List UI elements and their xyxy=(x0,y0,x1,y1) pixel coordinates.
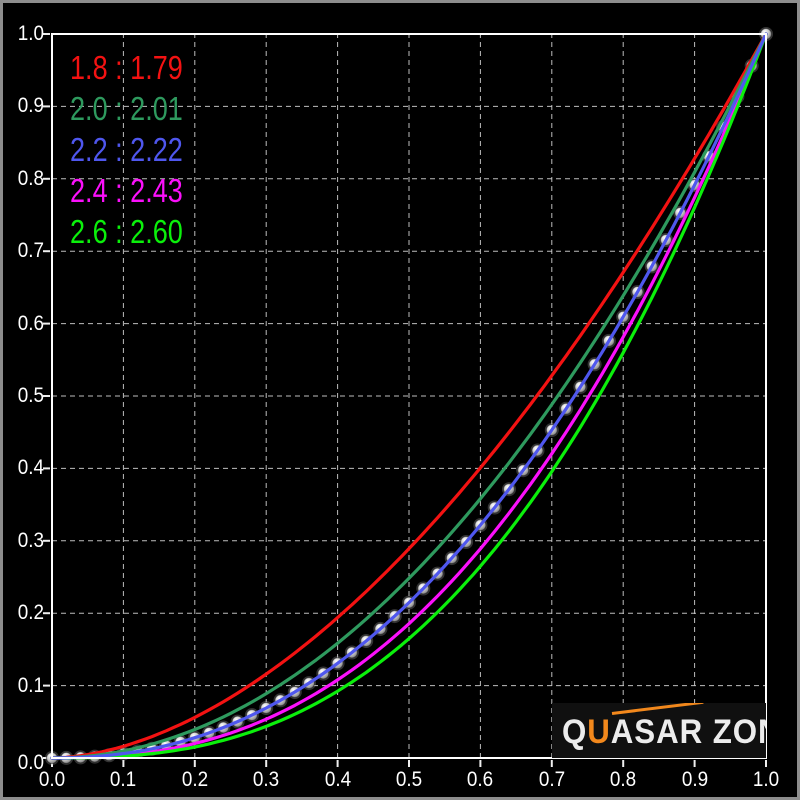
x-tick-label: 0.3 xyxy=(253,768,280,791)
plot-border xyxy=(51,33,767,759)
legend-item: 2.4 : 2.43 xyxy=(70,172,183,209)
quasarzone-logo: QUASAR ZONE xyxy=(552,703,766,758)
x-tick-label: 0.9 xyxy=(681,768,708,791)
x-tick-label: 0.0 xyxy=(38,768,66,791)
x-tick-label: 0.8 xyxy=(610,768,637,791)
y-tick-label: 0.0 xyxy=(17,751,44,774)
y-tick-label: 0.7 xyxy=(17,239,44,263)
y-tick-label: 0.4 xyxy=(17,456,44,480)
curve-gamma-2.2 xyxy=(50,32,768,760)
y-tick-label: 0.8 xyxy=(17,166,44,190)
legend-item: 1.8 : 1.79 xyxy=(70,49,183,86)
logo-letter-q: Q xyxy=(562,713,588,751)
x-tick-label: 0.1 xyxy=(110,768,137,791)
legend-item: 2.0 : 2.01 xyxy=(70,90,183,127)
curve-gamma-2.6 xyxy=(50,32,768,760)
x-tick-label: 0.2 xyxy=(181,768,208,791)
y-tick-label: 0.5 xyxy=(17,384,44,407)
y-tick-label: 0.6 xyxy=(17,311,44,335)
x-tick-label: 0.7 xyxy=(538,768,565,791)
x-tick-label: 0.4 xyxy=(324,768,351,791)
logo-space xyxy=(703,713,713,751)
logo-letter-u-accent: U xyxy=(587,713,611,751)
y-tick-label: 0.1 xyxy=(17,673,44,697)
legend-item: 2.2 : 2.22 xyxy=(70,131,183,168)
y-tick-label: 0.3 xyxy=(17,528,44,552)
curve-gamma-1.8 xyxy=(50,32,768,760)
legend-item: 2.6 : 2.60 xyxy=(70,213,183,250)
x-tick-label: 0.5 xyxy=(395,768,423,791)
y-tick-label: 0.9 xyxy=(17,94,44,118)
curve-gamma-2.4 xyxy=(50,32,768,760)
curve-gamma-2.0 xyxy=(50,32,768,760)
x-tick-label: 1.0 xyxy=(752,768,780,791)
y-tick-label: 0.2 xyxy=(17,601,44,625)
y-tick-label: 1.0 xyxy=(17,22,44,45)
logo-letters-asar: ASAR xyxy=(610,713,704,751)
gamma-legend: 1.8 : 1.79 2.0 : 2.01 2.2 : 2.22 2.4 : 2.43… xyxy=(70,47,208,252)
logo-word-zone: ZONE xyxy=(712,713,766,751)
x-tick-label: 0.6 xyxy=(467,768,494,791)
logo-text: QUASAR ZONE xyxy=(562,703,766,758)
gamma-curves xyxy=(50,32,768,760)
grid-lines xyxy=(52,34,766,758)
